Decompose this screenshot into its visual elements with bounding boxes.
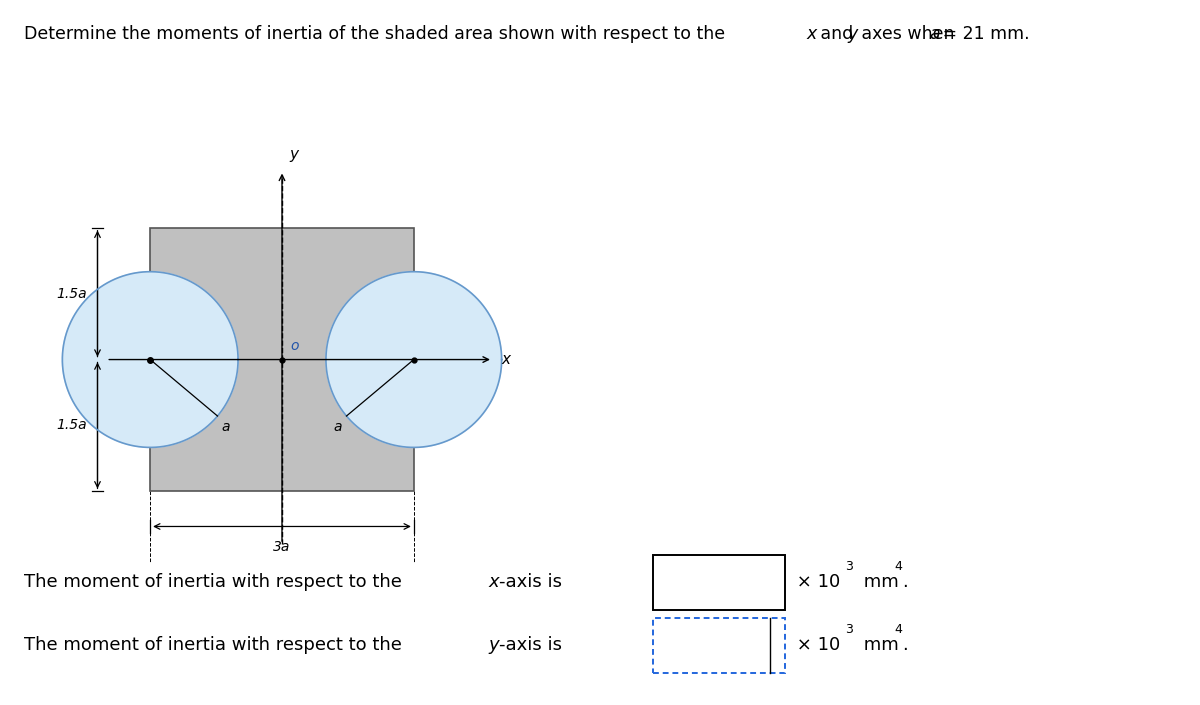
Text: 4: 4 bbox=[894, 560, 902, 572]
Polygon shape bbox=[62, 271, 238, 448]
Text: mm: mm bbox=[858, 636, 899, 654]
Text: 3a: 3a bbox=[274, 539, 290, 553]
Text: .: . bbox=[902, 572, 908, 591]
Text: a: a bbox=[222, 420, 230, 434]
Text: a: a bbox=[334, 420, 342, 434]
Text: mm: mm bbox=[858, 572, 899, 591]
Text: a: a bbox=[929, 25, 940, 43]
Text: 3: 3 bbox=[845, 623, 853, 636]
Text: .: . bbox=[902, 636, 908, 654]
Text: o: o bbox=[290, 338, 299, 352]
Text: = 21 mm.: = 21 mm. bbox=[937, 25, 1030, 43]
Text: The moment of inertia with respect to the: The moment of inertia with respect to th… bbox=[24, 572, 408, 591]
Text: -axis is: -axis is bbox=[499, 636, 563, 654]
Text: axes when: axes when bbox=[856, 25, 960, 43]
Bar bbox=[150, 228, 414, 491]
Text: y: y bbox=[289, 147, 298, 162]
Text: × 10: × 10 bbox=[791, 572, 840, 591]
Text: 3: 3 bbox=[845, 560, 853, 572]
Text: 1.5a: 1.5a bbox=[56, 287, 86, 300]
Text: x: x bbox=[806, 25, 817, 43]
Text: 4: 4 bbox=[894, 623, 902, 636]
Text: Determine the moments of inertia of the shaded area shown with respect to the: Determine the moments of inertia of the … bbox=[24, 25, 731, 43]
Text: 1.5a: 1.5a bbox=[56, 419, 86, 432]
Text: x: x bbox=[488, 572, 499, 591]
Text: The moment of inertia with respect to the: The moment of inertia with respect to th… bbox=[24, 636, 408, 654]
Text: and: and bbox=[815, 25, 858, 43]
Polygon shape bbox=[326, 271, 502, 448]
Text: y: y bbox=[488, 636, 499, 654]
Text: -axis is: -axis is bbox=[499, 572, 563, 591]
Text: × 10: × 10 bbox=[791, 636, 840, 654]
Text: y: y bbox=[847, 25, 858, 43]
Text: x: x bbox=[502, 352, 511, 367]
